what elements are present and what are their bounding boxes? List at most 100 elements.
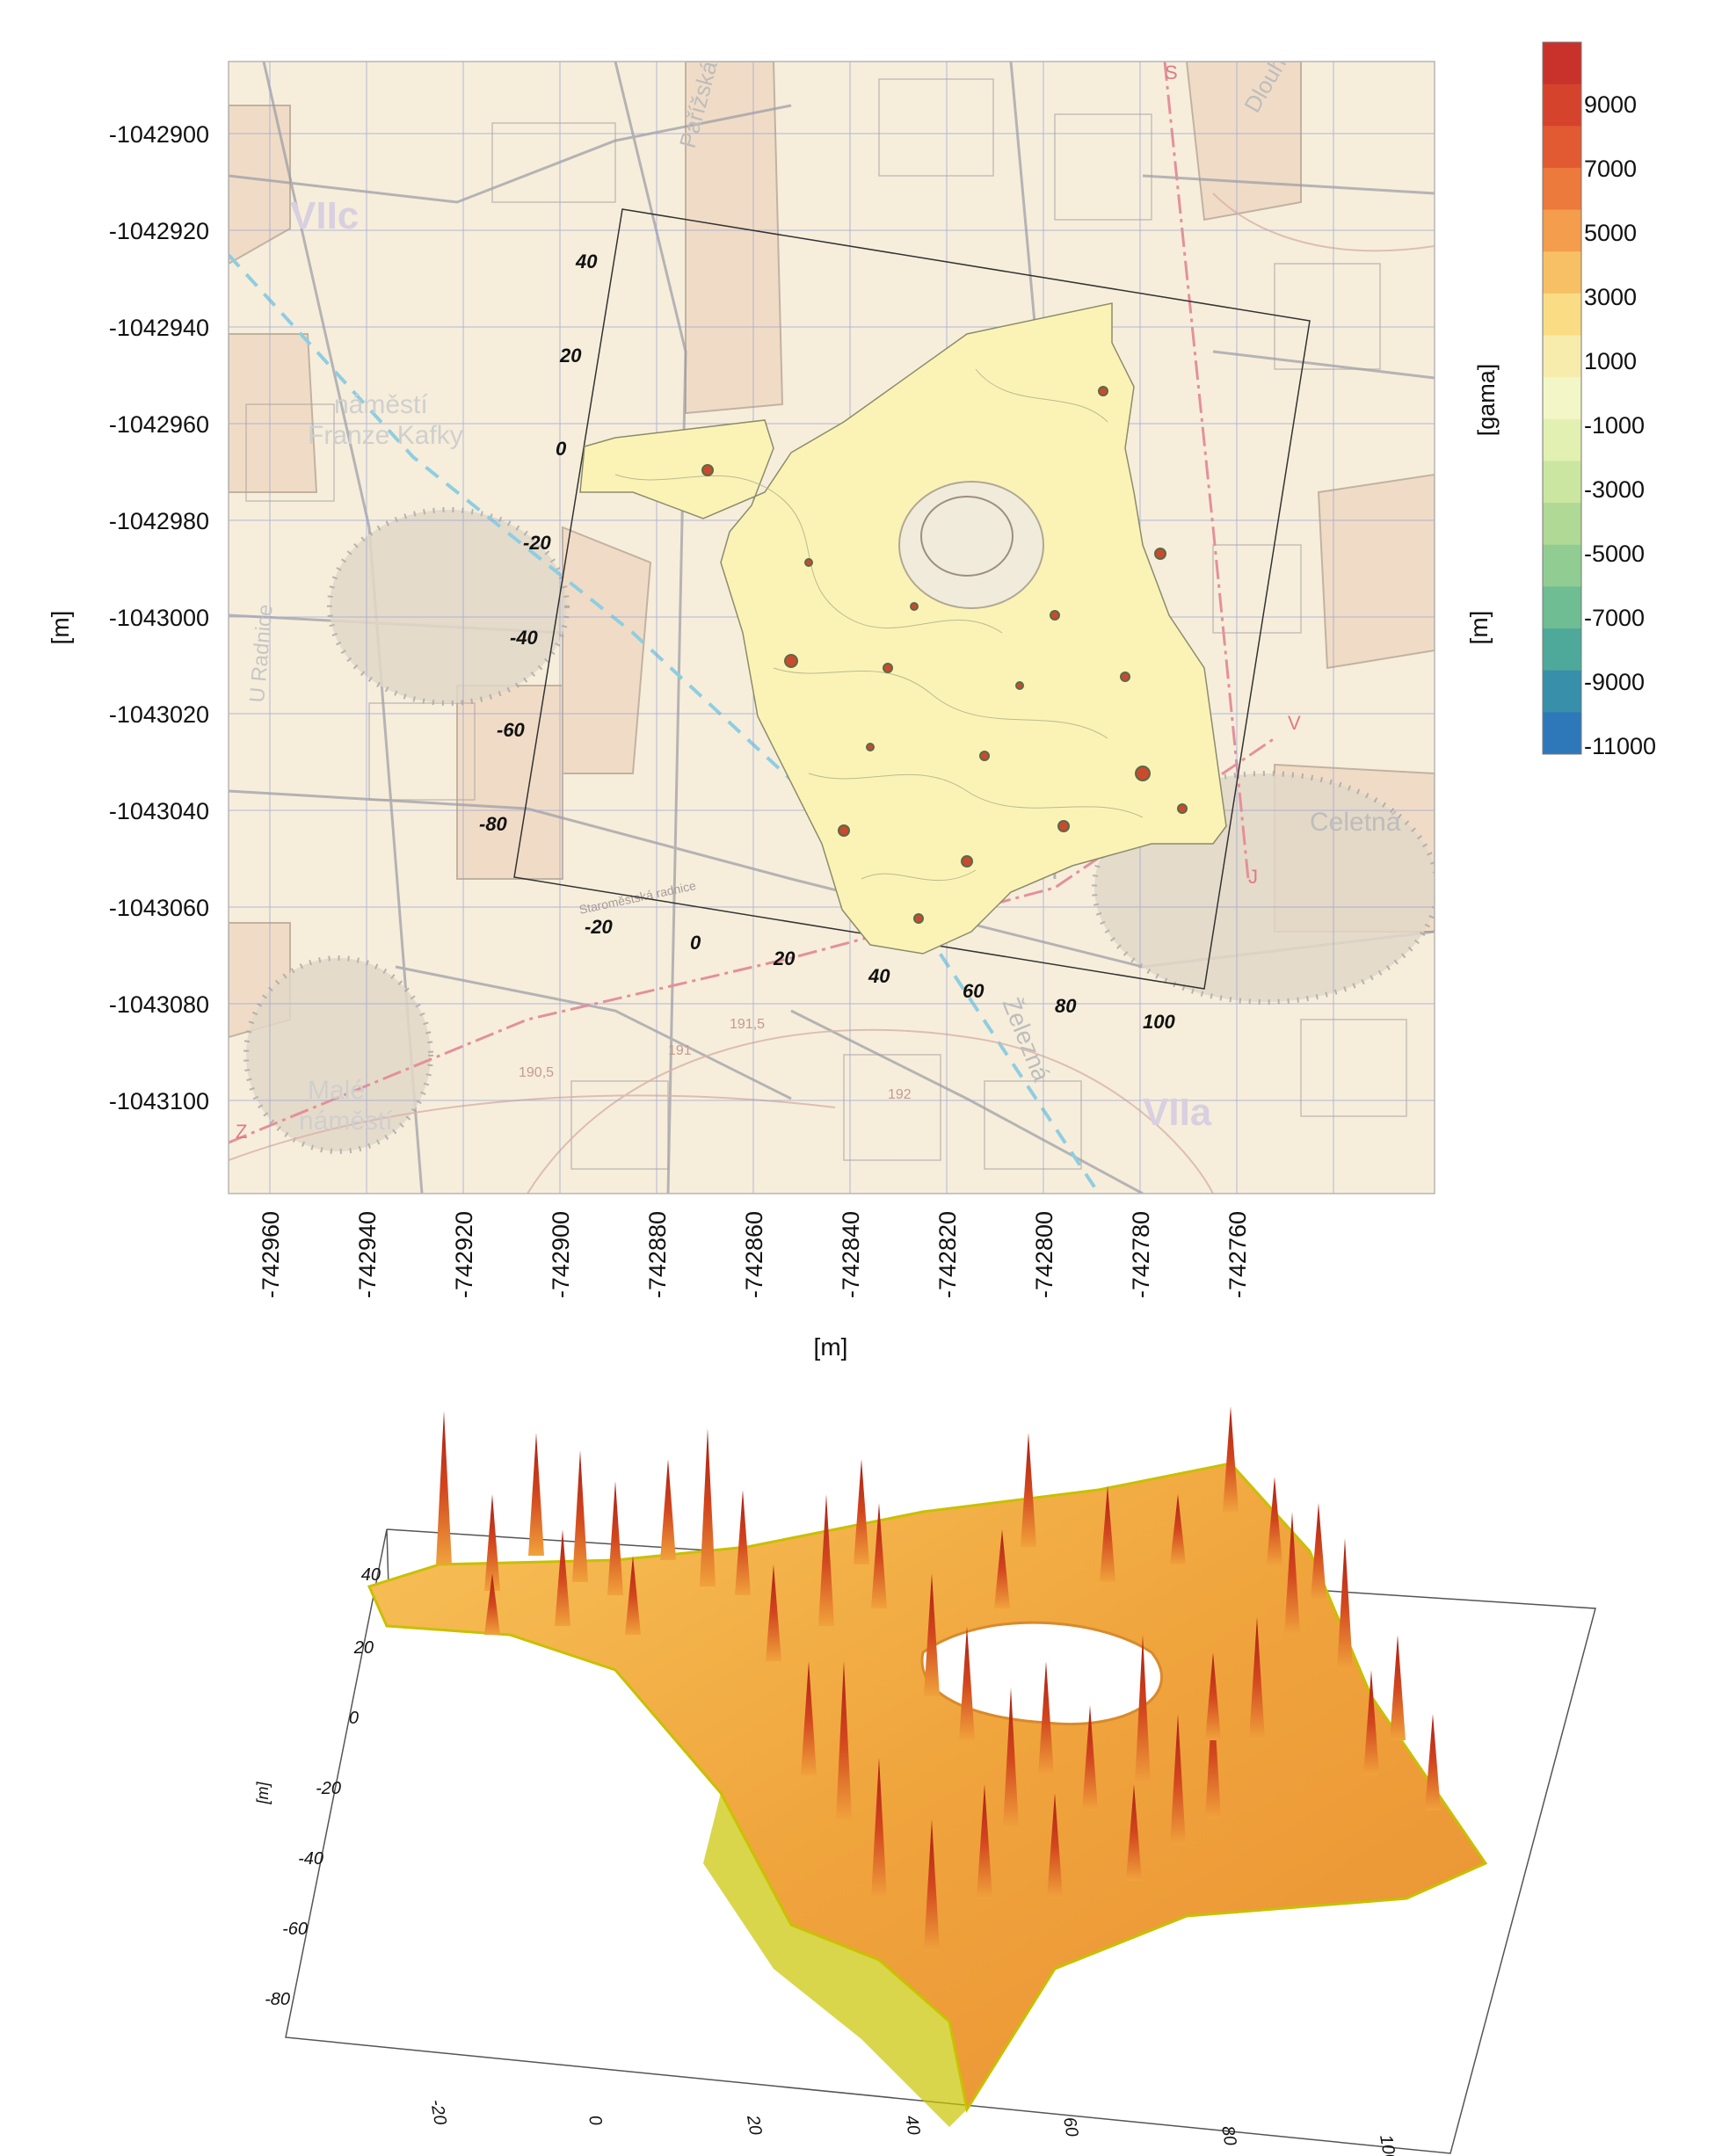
surface-peak — [660, 1459, 676, 1560]
map-y-tick: -1042900 — [109, 121, 209, 148]
map-x-tick: -742820 — [934, 1211, 961, 1298]
colorbar-label: 9000 — [1584, 91, 1637, 118]
map-x-tick: -742840 — [838, 1211, 864, 1298]
surface-peak — [1249, 1617, 1265, 1740]
surface-peak — [555, 1529, 570, 1626]
surface-peak — [1003, 1688, 1019, 1828]
surface-peak — [1363, 1670, 1379, 1775]
surface-x-tick: 60 — [1059, 2116, 1082, 2138]
map-y-tick: -1042920 — [109, 218, 209, 244]
contour-label-191-5: 191,5 — [730, 1017, 765, 1032]
colorbar-unit: [gama] — [1473, 364, 1500, 437]
surface-peak — [1284, 1512, 1300, 1635]
colorbar-swatch — [1543, 83, 1581, 127]
map-y-tick: -1043020 — [109, 701, 209, 728]
colorbar-swatch — [1543, 377, 1581, 420]
square-label-bottom: Franze Kafky — [308, 421, 463, 450]
district-label-viia: VIIa — [1143, 1091, 1212, 1134]
map-x-tick: -742900 — [548, 1211, 574, 1298]
map-y-tick: -1042980 — [109, 508, 209, 534]
surface-peak — [871, 1503, 887, 1608]
surface-y-tick: -80 — [265, 1990, 290, 2009]
surface-peak — [766, 1564, 781, 1661]
surface-x-tick: 40 — [901, 2114, 924, 2137]
surface-peak — [1425, 1714, 1441, 1811]
colorbar-label: -7000 — [1584, 605, 1645, 631]
colorbar-swatch — [1543, 503, 1581, 546]
local-left-tick-40: 40 — [575, 250, 598, 272]
colorbar-swatch — [1543, 586, 1581, 629]
surface-peaks — [436, 1406, 1441, 1951]
local-bottom-tick-80: 80 — [1055, 995, 1077, 1017]
colorbar-label: -9000 — [1584, 669, 1645, 695]
map-x-tick: -742920 — [451, 1211, 477, 1298]
surface-peak — [1205, 1652, 1221, 1740]
colorbar-frame — [1542, 41, 1582, 755]
local-bottom-tick-40: 40 — [868, 965, 890, 987]
colorbar-swatch — [1543, 126, 1581, 169]
colorbar-swatch — [1543, 670, 1581, 713]
map-y-tick: -1042940 — [109, 315, 209, 341]
local-bottom-tick-0: 0 — [690, 932, 701, 954]
colorbar-swatch — [1543, 251, 1581, 294]
surface-peak — [607, 1481, 623, 1595]
surface-peak — [871, 1758, 887, 1898]
surface-peak — [1047, 1793, 1063, 1898]
surface-y-unit: [m] — [254, 1782, 272, 1805]
surface-y-tick: 0 — [349, 1709, 359, 1728]
colorbar-label: 5000 — [1584, 220, 1637, 246]
map-y-tick: -1042960 — [109, 411, 209, 438]
basemap: VIIc VIIa náměstí Franze Kafky Malé námě… — [229, 62, 1435, 1194]
surface-y-tick: -60 — [282, 1920, 308, 1939]
surface-peak — [818, 1494, 834, 1626]
map-x-tick: -742960 — [258, 1211, 284, 1298]
colorbar-label: 7000 — [1584, 156, 1637, 182]
surface-peak — [1205, 1688, 1221, 1819]
colorbar-swatch — [1543, 167, 1581, 211]
map-x-unit: [m] — [814, 1333, 848, 1361]
surface-body — [367, 1462, 1488, 2127]
marker-label-z: Z — [236, 1121, 247, 1143]
local-left-tick-20: 20 — [559, 345, 582, 367]
colorbar-swatch — [1543, 293, 1581, 337]
street-label-celetna: Celetná — [1310, 808, 1401, 837]
colorbar-swatch — [1543, 461, 1581, 504]
district-label-viic: VIIc — [290, 194, 359, 237]
surface-peak — [801, 1661, 817, 1775]
surface-x-tick: 20 — [743, 2113, 766, 2137]
marker-label-s: S — [1165, 62, 1178, 83]
survey-area — [579, 302, 1227, 955]
surface-peak — [1337, 1538, 1353, 1670]
colorbar-swatch — [1543, 335, 1581, 378]
surface-x-tick: 80 — [1217, 2124, 1240, 2147]
local-survey-frame — [513, 208, 1311, 990]
map-y-tick: -1043060 — [109, 895, 209, 921]
surface-peak — [977, 1784, 992, 1898]
surface-x-tick: 0 — [585, 2114, 606, 2127]
colorbar-label: 3000 — [1584, 284, 1637, 310]
marker-label-v: V — [1288, 712, 1301, 734]
surface-peak — [1135, 1635, 1151, 1784]
map-x-tick: -742760 — [1224, 1211, 1251, 1298]
surface-peak — [625, 1556, 641, 1635]
map-x-tick: -742940 — [354, 1211, 381, 1298]
surface-peak — [994, 1529, 1010, 1608]
surface-peak — [836, 1661, 852, 1819]
surface-peak — [1311, 1503, 1326, 1600]
map-frame — [228, 61, 1435, 1194]
colorbar-label: -3000 — [1584, 476, 1645, 503]
surface-peak — [1170, 1714, 1186, 1846]
surface-peak — [700, 1428, 716, 1586]
local-bottom-tick-20: 20 — [773, 947, 796, 969]
surface-peak — [924, 1573, 940, 1696]
surface-peak — [484, 1494, 500, 1591]
surface-top-tick: 40 — [361, 1565, 381, 1585]
surface-peak — [1170, 1494, 1186, 1564]
surface-x-tick: -20 — [426, 2098, 450, 2126]
local-left-tick-minus80: -80 — [479, 813, 508, 835]
colorbar-swatch — [1543, 42, 1581, 85]
surface-peak — [1223, 1406, 1239, 1512]
map-y-tick: -1043000 — [109, 605, 209, 631]
contour-label-190-5: 190,5 — [519, 1065, 554, 1080]
local-bottom-tick-60: 60 — [963, 980, 985, 1002]
